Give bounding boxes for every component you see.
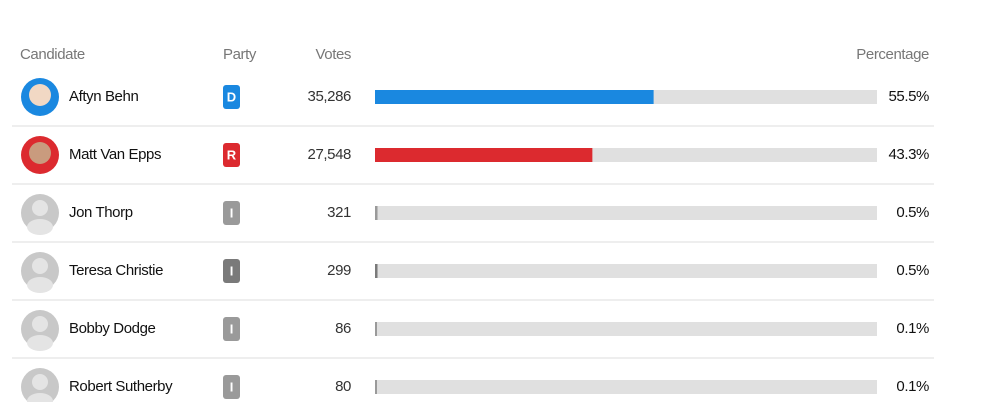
party-badge	[223, 85, 240, 109]
votes: 299	[327, 262, 351, 279]
bar	[375, 264, 378, 278]
bar-track	[375, 322, 877, 336]
avatar-body	[27, 219, 53, 235]
party-badge	[223, 375, 240, 399]
votes: 86	[335, 320, 351, 337]
percentage: 55.5%	[888, 88, 929, 105]
candidate-name: Bobby Dodge	[69, 320, 156, 337]
header-votes: Votes	[315, 46, 351, 63]
party-badge	[223, 143, 240, 167]
party-badge	[223, 259, 240, 283]
party-badge	[223, 201, 240, 225]
bar-track	[375, 206, 877, 220]
header-party: Party	[223, 46, 257, 63]
percentage: 0.5%	[896, 204, 929, 221]
avatar-head	[32, 316, 48, 332]
percentage: 0.5%	[896, 262, 929, 279]
percentage: 0.1%	[896, 378, 929, 395]
votes: 35,286	[308, 88, 352, 105]
avatar-face	[29, 84, 51, 106]
avatar-head	[32, 374, 48, 390]
party-label: I	[230, 379, 234, 394]
bar	[375, 206, 378, 220]
bar	[375, 90, 654, 104]
party-label: R	[227, 147, 237, 162]
bar-track	[375, 264, 877, 278]
avatar-body	[27, 277, 53, 293]
party-label: I	[230, 321, 234, 336]
avatar-head	[32, 200, 48, 216]
header-percentage: Percentage	[856, 46, 929, 63]
candidate-name: Matt Van Epps	[69, 146, 161, 163]
bar	[375, 322, 377, 336]
percentage: 43.3%	[888, 146, 929, 163]
candidate-name: Jon Thorp	[69, 204, 133, 221]
candidate-name: Teresa Christie	[69, 262, 163, 279]
percentage: 0.1%	[896, 320, 929, 337]
avatar-face	[29, 142, 51, 164]
avatar-body	[27, 335, 53, 351]
votes: 321	[327, 204, 351, 221]
bar	[375, 148, 593, 162]
party-badge	[223, 317, 240, 341]
candidate-name: Robert Sutherby	[69, 378, 173, 395]
candidate-name: Aftyn Behn	[69, 88, 138, 105]
bar-track	[375, 380, 877, 394]
party-label: I	[230, 205, 234, 220]
bar	[375, 380, 377, 394]
votes: 80	[335, 378, 351, 395]
avatar-body	[27, 393, 53, 402]
avatar-head	[32, 258, 48, 274]
party-label: I	[230, 263, 234, 278]
party-label: D	[227, 89, 236, 104]
votes: 27,548	[308, 146, 352, 163]
header-candidate: Candidate	[20, 46, 85, 63]
